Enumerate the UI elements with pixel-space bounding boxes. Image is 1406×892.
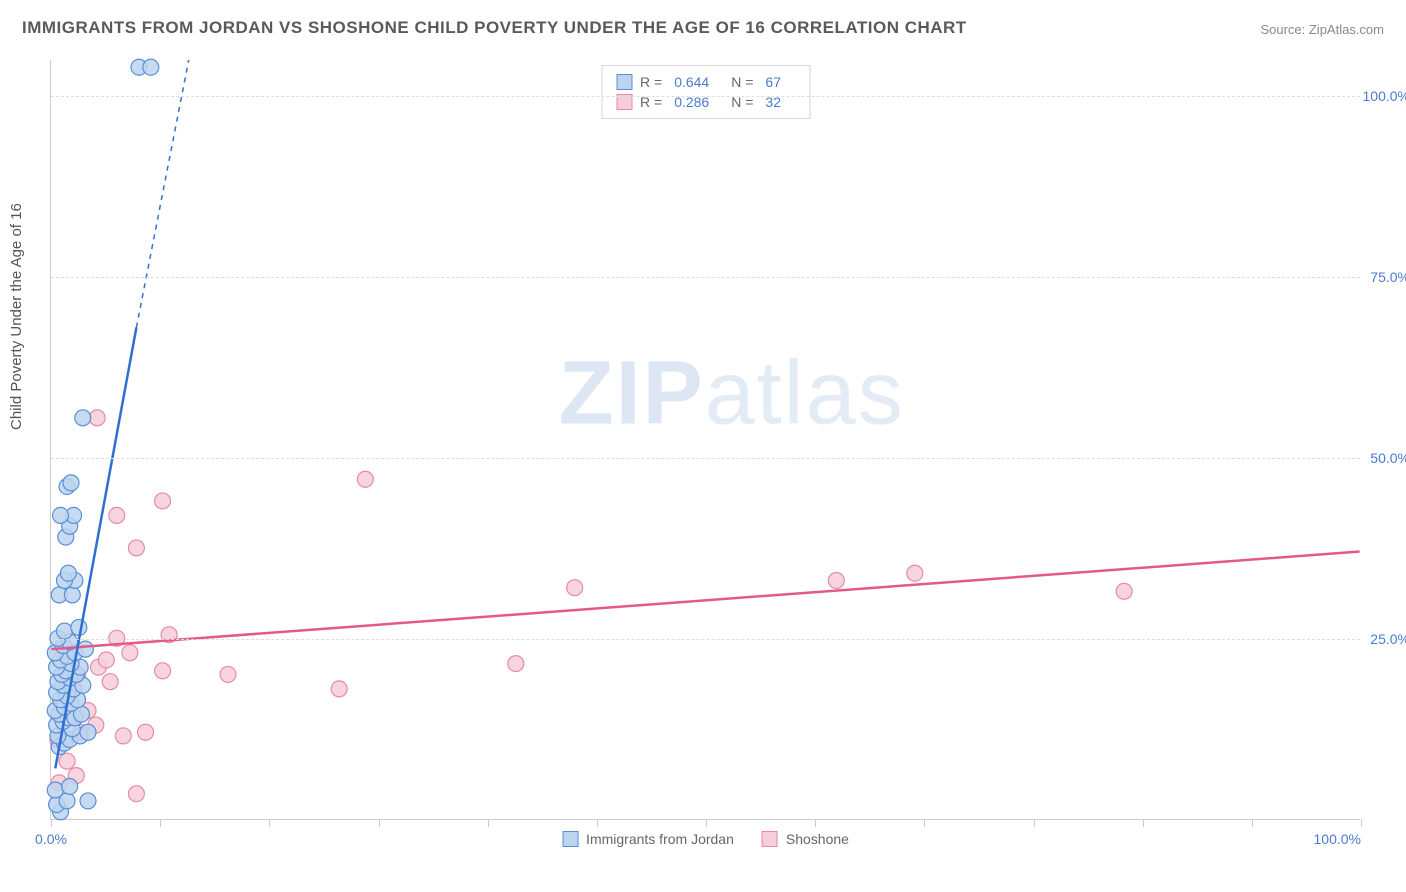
source-value: ZipAtlas.com bbox=[1309, 22, 1384, 37]
data-point-b bbox=[138, 724, 154, 740]
data-point-a bbox=[62, 778, 78, 794]
swatch-b-bottom-icon bbox=[762, 831, 778, 847]
data-point-a bbox=[56, 623, 72, 639]
gridline bbox=[51, 96, 1360, 97]
series-a-label: Immigrants from Jordan bbox=[586, 831, 734, 847]
data-point-b bbox=[115, 728, 131, 744]
data-point-a bbox=[143, 59, 159, 75]
x-tick bbox=[1252, 819, 1253, 827]
data-point-b bbox=[109, 507, 125, 523]
swatch-a-bottom-icon bbox=[562, 831, 578, 847]
x-tick-label-right: 100.0% bbox=[1314, 831, 1361, 847]
data-point-a bbox=[75, 410, 91, 426]
chart-plot-area: ZIPatlas R = 0.644 N = 67 R = 0.286 N = … bbox=[50, 60, 1360, 820]
data-point-a bbox=[80, 793, 96, 809]
trend-line-b bbox=[51, 552, 1359, 650]
x-tick-label-left: 0.0% bbox=[35, 831, 67, 847]
data-point-b bbox=[220, 666, 236, 682]
trend-line-a-dashed bbox=[136, 60, 188, 327]
data-point-b bbox=[59, 753, 75, 769]
trend-line-a-solid bbox=[55, 327, 136, 768]
x-tick bbox=[1361, 819, 1362, 827]
scatter-svg bbox=[51, 60, 1360, 819]
data-point-b bbox=[331, 681, 347, 697]
data-point-b bbox=[357, 471, 373, 487]
data-point-a bbox=[47, 782, 63, 798]
data-point-b bbox=[128, 540, 144, 556]
x-tick bbox=[706, 819, 707, 827]
data-point-a bbox=[77, 641, 93, 657]
x-tick bbox=[1034, 819, 1035, 827]
data-point-a bbox=[71, 619, 87, 635]
gridline bbox=[51, 639, 1360, 640]
y-tick-label: 25.0% bbox=[1370, 631, 1406, 647]
data-point-b bbox=[89, 410, 105, 426]
y-tick-label: 100.0% bbox=[1363, 88, 1406, 104]
data-point-b bbox=[508, 656, 524, 672]
data-point-a bbox=[60, 565, 76, 581]
source-label: Source: bbox=[1260, 22, 1308, 37]
gridline bbox=[51, 458, 1360, 459]
data-point-b bbox=[907, 565, 923, 581]
y-tick-label: 50.0% bbox=[1370, 450, 1406, 466]
data-point-a bbox=[53, 507, 69, 523]
chart-title: IMMIGRANTS FROM JORDAN VS SHOSHONE CHILD… bbox=[22, 18, 967, 38]
data-point-b bbox=[828, 572, 844, 588]
y-tick-label: 75.0% bbox=[1370, 269, 1406, 285]
data-point-b bbox=[128, 786, 144, 802]
legend-item-b: Shoshone bbox=[762, 831, 849, 847]
data-point-b bbox=[102, 674, 118, 690]
x-tick bbox=[597, 819, 598, 827]
x-tick bbox=[269, 819, 270, 827]
x-tick bbox=[1143, 819, 1144, 827]
gridline bbox=[51, 277, 1360, 278]
data-point-b bbox=[98, 652, 114, 668]
data-point-a bbox=[80, 724, 96, 740]
data-point-b bbox=[1116, 583, 1132, 599]
data-point-b bbox=[155, 663, 171, 679]
x-tick bbox=[51, 819, 52, 827]
x-tick bbox=[924, 819, 925, 827]
series-b-label: Shoshone bbox=[786, 831, 849, 847]
data-point-b bbox=[122, 645, 138, 661]
data-point-b bbox=[155, 493, 171, 509]
series-legend: Immigrants from Jordan Shoshone bbox=[562, 831, 849, 847]
data-point-b bbox=[567, 580, 583, 596]
data-point-a bbox=[63, 475, 79, 491]
x-tick bbox=[488, 819, 489, 827]
x-tick bbox=[379, 819, 380, 827]
source-attribution: Source: ZipAtlas.com bbox=[1260, 22, 1384, 37]
x-tick bbox=[160, 819, 161, 827]
y-axis-label: Child Poverty Under the Age of 16 bbox=[8, 203, 25, 430]
x-tick bbox=[815, 819, 816, 827]
legend-item-a: Immigrants from Jordan bbox=[562, 831, 734, 847]
data-point-a bbox=[64, 587, 80, 603]
